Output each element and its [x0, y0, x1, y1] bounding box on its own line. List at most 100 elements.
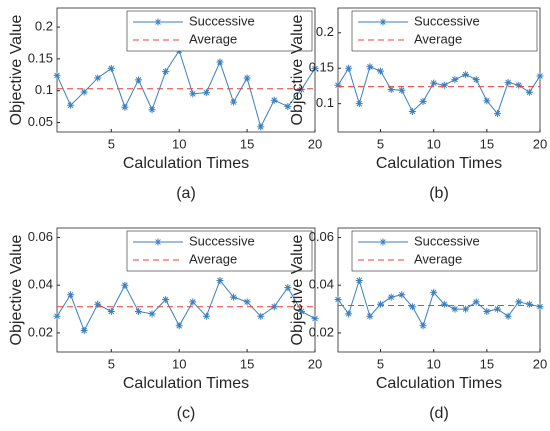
marker: [472, 298, 480, 306]
marker: [53, 71, 61, 79]
legend-label: Average: [414, 31, 462, 46]
series-line: [337, 66, 541, 115]
marker: [525, 300, 533, 308]
marker: [257, 123, 265, 131]
marker: [53, 312, 61, 320]
marker: [345, 64, 353, 72]
marker: [408, 107, 416, 115]
x-tick-label: 15: [480, 356, 494, 371]
marker: [451, 76, 459, 84]
legend-label: Successive: [414, 233, 480, 248]
marker: [297, 307, 305, 315]
marker: [536, 72, 544, 80]
caption: (a): [176, 185, 196, 202]
x-tick-label: 5: [377, 136, 384, 151]
marker: [189, 90, 197, 98]
marker: [355, 276, 363, 284]
y-axis-label: Objective Value: [8, 234, 25, 345]
marker: [377, 67, 385, 75]
y-tick-label: 0.04: [309, 277, 334, 292]
marker: [440, 81, 448, 89]
marker: [311, 315, 319, 323]
marker: [94, 74, 102, 82]
marker: [387, 293, 395, 301]
legend-box: [351, 230, 538, 272]
marker: [121, 281, 129, 289]
marker: [525, 88, 533, 96]
x-tick-label: 10: [426, 356, 440, 371]
x-tick-label: 20: [308, 356, 322, 371]
marker: [67, 101, 75, 109]
y-tick-label: 0.02: [28, 324, 53, 339]
marker: [311, 64, 319, 72]
x-tick-label: 5: [377, 356, 384, 371]
marker: [451, 305, 459, 313]
y-tick-label: 0.15: [28, 50, 53, 65]
marker: [257, 312, 265, 320]
x-tick-label: 10: [172, 136, 186, 151]
y-tick-label: 0.06: [309, 229, 334, 244]
legend-label: Successive: [189, 233, 255, 248]
legend-marker: [154, 18, 162, 26]
marker: [107, 64, 115, 72]
marker: [189, 298, 197, 306]
marker: [408, 303, 416, 311]
marker: [148, 310, 156, 318]
marker: [202, 89, 210, 97]
marker: [355, 100, 363, 108]
marker: [134, 76, 142, 84]
x-tick-label: 15: [240, 356, 254, 371]
marker: [366, 63, 374, 71]
marker: [387, 85, 395, 93]
caption: (d): [429, 405, 449, 422]
marker: [297, 85, 305, 93]
x-tick-label: 20: [533, 136, 547, 151]
marker: [419, 322, 427, 330]
marker: [134, 307, 142, 315]
x-axis-label: Calculation Times: [123, 375, 249, 392]
marker: [107, 307, 115, 315]
y-axis-label: Objective Value: [289, 14, 306, 125]
marker: [121, 103, 129, 111]
marker: [430, 288, 438, 296]
marker: [493, 305, 501, 313]
y-axis-label: Objective Value: [289, 234, 306, 345]
legend-box: [126, 10, 313, 52]
y-tick-label: 0.05: [28, 114, 53, 129]
x-tick-label: 5: [108, 356, 115, 371]
y-tick-label: 0.06: [28, 229, 53, 244]
marker: [504, 312, 512, 320]
marker: [162, 296, 170, 304]
marker: [80, 88, 88, 96]
marker: [162, 68, 170, 76]
legend-box: [126, 230, 313, 272]
marker: [334, 296, 342, 304]
x-tick-label: 20: [308, 136, 322, 151]
marker: [284, 284, 292, 292]
y-tick-label: 0.02: [309, 324, 334, 339]
legend-box: [351, 10, 538, 52]
marker: [345, 310, 353, 318]
x-axis-label: Calculation Times: [376, 155, 502, 172]
marker: [230, 98, 238, 106]
marker: [419, 98, 427, 106]
y-tick-label: 0.2: [35, 19, 53, 34]
marker: [334, 81, 342, 89]
caption: (b): [429, 185, 449, 202]
marker: [493, 110, 501, 118]
marker: [216, 58, 224, 66]
marker: [515, 298, 523, 306]
legend-label: Average: [189, 31, 237, 46]
legend-marker: [154, 238, 162, 246]
legend-label: Average: [414, 251, 462, 266]
marker: [270, 303, 278, 311]
y-tick-label: 0.1: [35, 82, 53, 97]
x-tick-label: 10: [172, 356, 186, 371]
marker: [430, 79, 438, 87]
y-tick-label: 0.1: [316, 95, 334, 110]
marker: [230, 293, 238, 301]
marker: [483, 307, 491, 315]
marker: [483, 97, 491, 105]
marker: [80, 327, 88, 335]
